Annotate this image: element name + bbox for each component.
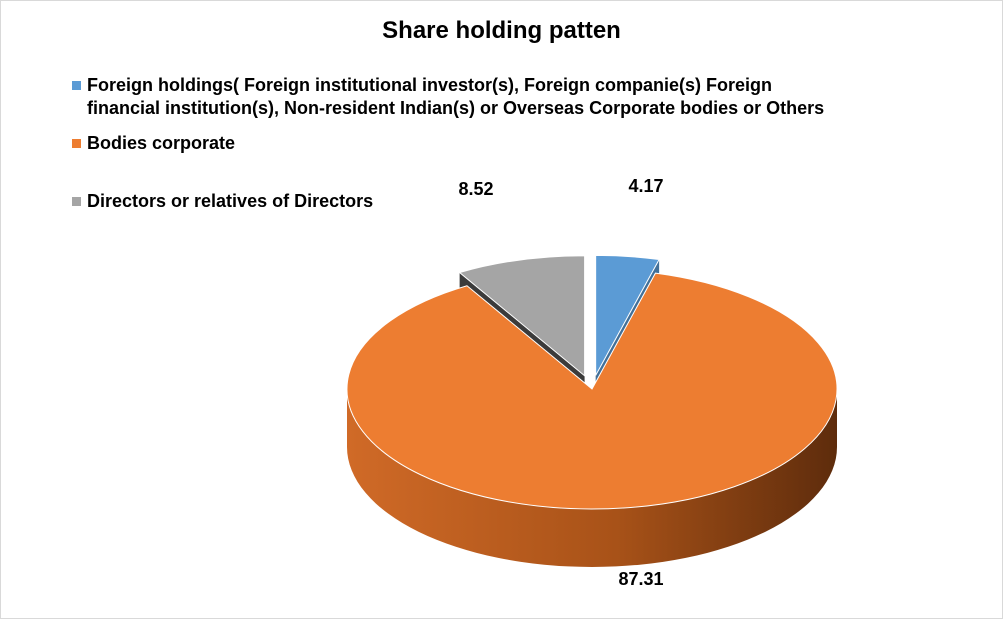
legend-label-bodies-corporate: Bodies corporate — [87, 133, 236, 153]
slice-foreign-holdings — [595, 254, 660, 376]
legend-item-foreign-holdings: Foreign holdings( Foreign institutional … — [72, 74, 824, 120]
data-label-foreign-holdings: 4.17 — [628, 176, 663, 196]
legend-label-directors: Directors or relatives of Directors — [87, 191, 374, 211]
chart-title: Share holding patten — [382, 17, 621, 44]
legend-swatch-bodies-corporate — [72, 139, 81, 148]
data-label-bodies-corporate: 87.31 — [618, 569, 663, 589]
legend-swatch-foreign-holdings — [72, 81, 81, 90]
slice-side-bodies-corporate — [347, 389, 837, 567]
legend-item-directors: Directors or relatives of Directors — [72, 190, 373, 213]
legend-label-foreign-line1: Foreign holdings( Foreign institutional … — [87, 75, 773, 95]
data-label-directors: 8.52 — [458, 179, 493, 199]
legend-label-foreign-holdings: Foreign holdings( Foreign institutional … — [87, 74, 824, 120]
slice-directors — [458, 255, 586, 377]
slice-bodies-corporate — [346, 272, 838, 510]
legend-item-bodies-corporate: Bodies corporate — [72, 132, 235, 155]
legend-swatch-directors — [72, 197, 81, 206]
legend-label-foreign-line2: financial institution(s), Non-resident I… — [87, 98, 825, 118]
